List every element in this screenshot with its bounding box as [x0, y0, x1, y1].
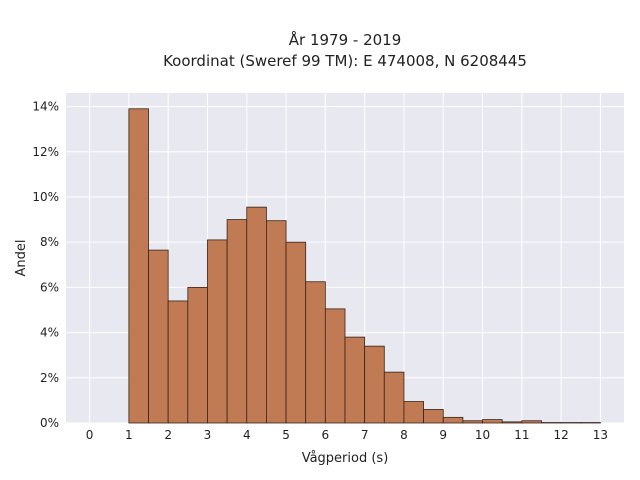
y-tick-label: 12%	[32, 145, 59, 159]
histogram-bar	[246, 206, 267, 424]
x-tick-label: 12	[553, 428, 568, 442]
x-tick-label: 1	[125, 428, 133, 442]
y-tick-label: 8%	[40, 235, 59, 249]
y-tick-label: 2%	[40, 371, 59, 385]
chart-title-line1: År 1979 - 2019	[289, 30, 402, 49]
x-tick-label: 6	[322, 428, 330, 442]
histogram-bar	[207, 239, 228, 424]
x-tick-label: 11	[514, 428, 529, 442]
histogram-bar	[148, 249, 169, 424]
histogram-bar	[383, 371, 405, 424]
x-tick-label: 5	[282, 428, 290, 442]
x-tick-label: 7	[361, 428, 369, 442]
x-tick-label: 8	[400, 428, 408, 442]
histogram-bar	[403, 401, 424, 424]
x-tick-label: 10	[475, 428, 490, 442]
y-tick-labels: 0% 2% 4% 6% 8% 10% 12% 14%	[32, 100, 59, 430]
histogram-bar	[442, 416, 464, 424]
y-tick-label: 0%	[40, 416, 59, 430]
x-axis-label: Vågperiod (s)	[302, 451, 389, 466]
histogram-bar	[285, 241, 307, 424]
y-tick-label: 4%	[40, 326, 59, 340]
histogram-bar	[423, 409, 444, 424]
histogram-bar	[364, 345, 385, 424]
histogram-bar	[501, 421, 523, 424]
x-tick-label: 9	[439, 428, 447, 442]
histogram-bar	[482, 419, 503, 424]
x-tick-label: 2	[164, 428, 172, 442]
histogram-bar	[226, 219, 248, 424]
x-tick-labels: 0 1 2 3 4 5 6 7 8 9 10 11 12 13	[86, 428, 608, 442]
y-axis-label: Andel	[14, 240, 29, 277]
y-tick-label: 10%	[32, 190, 59, 204]
histogram-bar	[167, 300, 189, 424]
x-tick-label: 3	[204, 428, 212, 442]
histogram-bar	[462, 420, 483, 424]
histogram-bar	[344, 336, 366, 424]
histogram-bar	[521, 420, 542, 424]
y-tick-label: 14%	[32, 100, 59, 114]
bars	[128, 108, 601, 424]
histogram-bar	[305, 281, 326, 424]
histogram-bar	[324, 308, 346, 424]
x-tick-label: 0	[86, 428, 94, 442]
y-tick-label: 6%	[40, 280, 59, 294]
histogram-bar	[187, 286, 208, 424]
histogram-bar	[266, 220, 287, 424]
histogram-bar	[128, 108, 149, 424]
x-tick-label: 13	[593, 428, 608, 442]
chart-title-line2: Koordinat (Sweref 99 TM): E 474008, N 62…	[163, 52, 527, 70]
x-tick-label: 4	[243, 428, 251, 442]
